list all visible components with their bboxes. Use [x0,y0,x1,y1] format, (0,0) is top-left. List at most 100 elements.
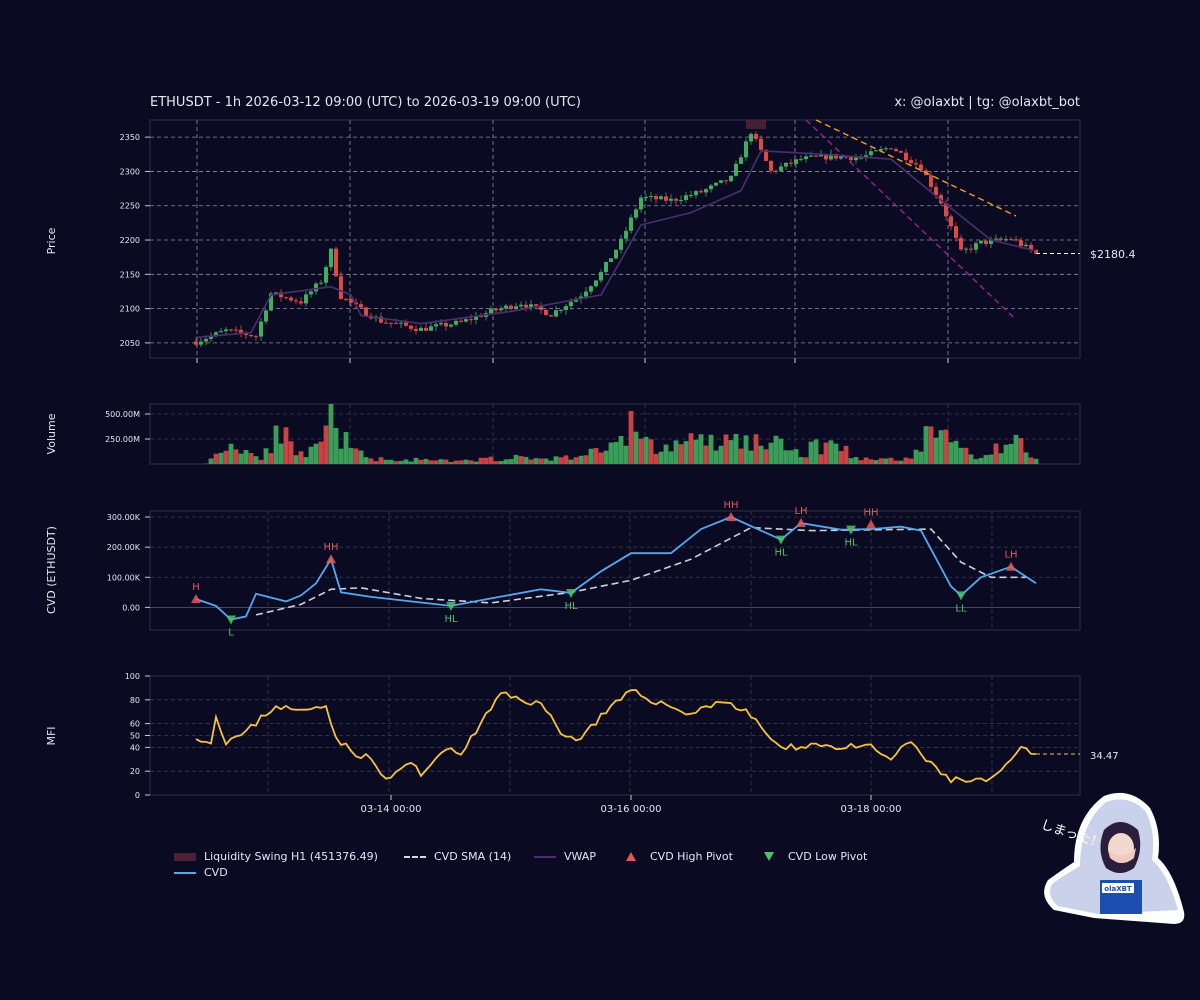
legend-label-cvd-high: CVD High Pivot [650,850,733,863]
shirt-logo-box [1102,883,1134,893]
volume-bar [633,431,639,464]
candle-body [469,319,473,321]
candle-body [334,248,338,277]
volume-bar [978,457,984,464]
volume-bar [763,449,769,464]
price-ytick-label: 2200 [120,236,140,245]
volume-bar [583,455,589,464]
volume-bar [328,404,334,464]
candle-body [879,149,883,151]
volume-bar [263,448,269,464]
candle-body [474,316,478,320]
volume-bar [738,448,744,464]
volume-bar [663,444,669,464]
volume-bar [833,443,839,464]
volume-bar [768,442,774,464]
candle-body [1019,240,1023,247]
legend-label-vwap: VWAP [564,850,596,863]
candle-body [439,322,443,325]
volume-bar [478,457,484,464]
cvd-pivot-label: HL [844,538,858,549]
volume-bar [953,440,959,464]
volume-bar [918,451,924,464]
candle-body [529,304,533,308]
volume-bar [913,449,919,464]
volume-bar [753,434,759,464]
volume-bar [758,445,764,464]
legend-label-cvd-sma: CVD SMA (14) [434,850,512,863]
candle-body [489,308,493,314]
volume-bar [353,448,359,464]
cvd-pivot-label: LH [1004,550,1017,561]
candle-body [569,301,573,307]
volume-bar [368,458,374,464]
volume-bar [813,439,819,464]
downtrend-line [815,119,1017,217]
chart-title: ETHUSDT - 1h 2026-03-12 09:00 (UTC) to 2… [150,95,581,110]
candle-body [274,292,278,294]
candle-body [869,151,873,156]
volume-bar [673,440,679,464]
volume-bar [973,459,979,464]
cvd-sma-line [255,526,1026,616]
volume-bar [508,459,514,464]
candle-body [514,306,518,309]
candle-body [934,186,938,196]
candle-body [384,322,388,324]
volume-bar [223,450,229,464]
candle-body [1014,239,1018,241]
candle-body [664,196,668,201]
cvd-ylabel: CVD (ETHUSDT) [45,526,58,614]
volume-bar [793,449,799,464]
volume-bar [1013,434,1019,464]
volume-bar [558,457,564,464]
volume-bar [988,454,994,464]
candle-body [644,196,648,198]
mfi-ytick-label: 50 [130,732,140,741]
x-tick-label: 03-16 00:00 [600,804,661,815]
candle-body [854,157,858,161]
candle-body [899,151,903,153]
candle-body [329,248,333,268]
volume-bar [543,458,549,464]
candle-body [824,154,828,160]
volume-bar [553,456,559,464]
candle-body [719,180,723,183]
volume-ylabel: Volume [45,413,58,454]
volume-bar [338,448,344,464]
volume-bar [483,457,489,464]
volume-bar [233,449,239,464]
volume-bar [898,460,904,464]
volume-bar [908,458,914,464]
volume-bar [723,434,729,464]
volume-bar [903,457,909,464]
volume-bar [548,460,554,464]
volume-bar [243,449,249,464]
candle-body [809,155,813,157]
volume-bar [598,452,604,464]
candle-body [554,310,558,317]
volume-bar [323,425,329,464]
candle-body [909,160,913,164]
candle-body [784,162,788,167]
volume-bar [708,434,714,464]
candle-body [239,329,243,333]
candle-body [729,175,733,182]
candle-body [619,238,623,250]
volume-bar [258,459,264,464]
candle-body [754,133,758,139]
candle-body [814,155,818,157]
candle-body [259,321,263,337]
candle-body [834,154,838,159]
volume-bar [433,460,439,464]
candle-body [959,237,963,250]
volume-bar [568,459,574,464]
volume-bar [493,461,499,464]
volume-bar [248,452,254,464]
candle-body [954,226,958,238]
candle-body [709,185,713,190]
candle-body [209,335,213,339]
candle-body [1034,249,1038,254]
candle-body [379,316,383,323]
